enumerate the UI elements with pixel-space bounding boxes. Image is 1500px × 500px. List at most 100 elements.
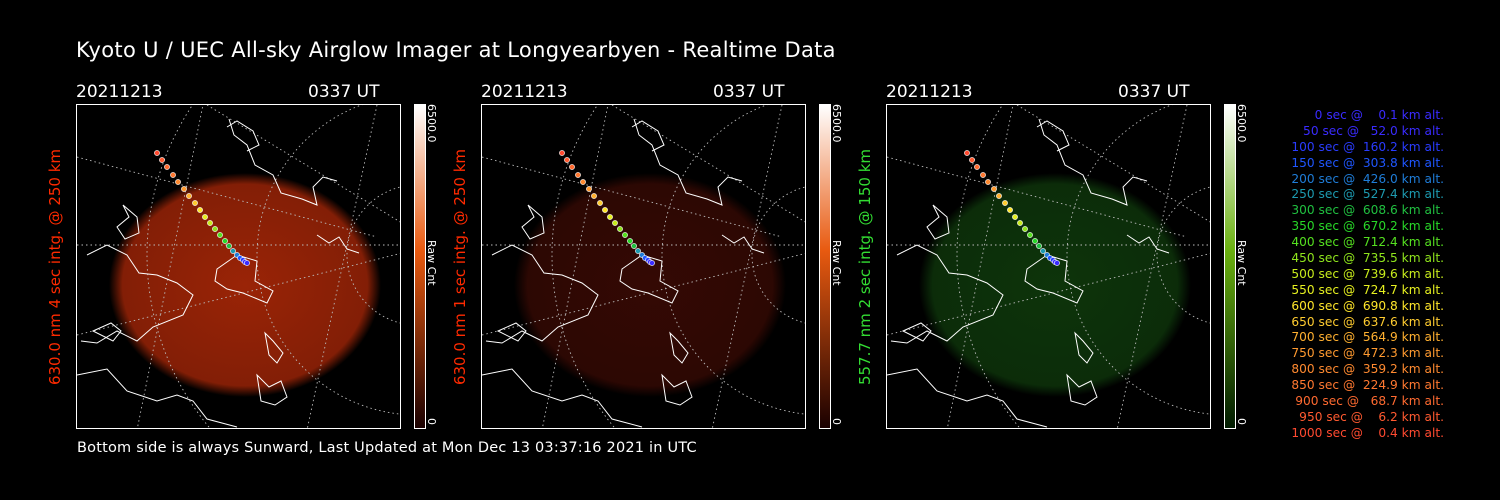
- coastline: [669, 331, 689, 364]
- graticule-line: [206, 105, 400, 223]
- trajectory-point: [964, 150, 970, 156]
- trajectory-point: [197, 207, 203, 213]
- trajectory-point: [175, 179, 181, 185]
- trajectory-point: [1036, 243, 1042, 249]
- legend-row: 850 sec @ 224.9 km alt.: [1287, 378, 1444, 393]
- legend-row: 300 sec @ 608.6 km alt.: [1287, 203, 1444, 218]
- coastline: [1036, 120, 1070, 152]
- panel-3-allsky-image: [886, 104, 1211, 429]
- panel-3-colorbar-min: 0: [1235, 418, 1248, 425]
- coastline: [1038, 118, 1148, 206]
- coastline: [214, 254, 274, 304]
- coastline: [228, 118, 338, 206]
- coastline: [1024, 254, 1084, 304]
- coastline: [631, 120, 665, 152]
- trajectory-point: [974, 164, 980, 170]
- trajectory-point: [207, 220, 213, 226]
- coastline: [264, 331, 284, 364]
- panel-3-colorbar-unit: Raw Cnt: [1235, 240, 1248, 286]
- legend-row: 350 sec @ 670.2 km alt.: [1287, 219, 1444, 234]
- legend-row: 800 sec @ 359.2 km alt.: [1287, 362, 1444, 377]
- trajectory-point: [1017, 220, 1023, 226]
- trajectory-point: [230, 248, 236, 254]
- trajectory-point: [192, 200, 198, 206]
- trajectory-point: [575, 172, 581, 178]
- panel-1-colorbar-min: 0: [425, 418, 438, 425]
- graticule-line: [611, 105, 805, 223]
- panel-3-date: 20211213: [886, 82, 973, 102]
- trajectory-point: [202, 214, 208, 220]
- panel-2-time: 0337 UT: [713, 82, 785, 102]
- legend-row: 50 sec @ 52.0 km alt.: [1295, 123, 1444, 138]
- trajectory-point: [649, 260, 655, 266]
- panel-1-ylabel: 630.0 nm 4 sec intg. @ 250 km: [46, 148, 64, 386]
- trajectory-point: [602, 207, 608, 213]
- graticule-line: [77, 253, 400, 336]
- trajectory-point: [244, 260, 250, 266]
- trajectory-point: [586, 186, 592, 192]
- trajectory-point: [559, 150, 565, 156]
- trajectory-point: [1012, 214, 1018, 220]
- trajectory-point: [580, 179, 586, 185]
- allsky-map-svg: [887, 105, 1210, 428]
- legend-row: 650 sec @ 637.6 km alt.: [1287, 314, 1444, 329]
- panel-2-ylabel: 630.0 nm 1 sec intg. @ 250 km: [451, 148, 469, 386]
- trajectory-point: [1027, 232, 1033, 238]
- coastline: [887, 368, 1048, 428]
- coastline: [721, 234, 765, 254]
- panel-2-date: 20211213: [481, 82, 568, 102]
- trajectory-legend: 0 sec @ 0.1 km alt. 50 sec @ 52.0 km alt…: [1252, 108, 1444, 442]
- trajectory-point: [164, 164, 170, 170]
- coastline: [619, 254, 679, 304]
- graticule-line: [1016, 105, 1210, 223]
- panel-1-colorbar-unit: Raw Cnt: [425, 240, 438, 286]
- coastline: [926, 204, 950, 240]
- trajectory-point: [985, 179, 991, 185]
- coastline: [485, 244, 599, 344]
- trajectory-point: [969, 157, 975, 163]
- trajectory-point: [627, 238, 633, 244]
- panel-3-colorbar-max: 6500.0: [1235, 104, 1248, 143]
- legend-row: 150 sec @ 303.8 km alt.: [1287, 155, 1444, 170]
- legend-row: 250 sec @ 527.4 km alt.: [1287, 187, 1444, 202]
- legend-row: 700 sec @ 564.9 km alt.: [1287, 330, 1444, 345]
- coastline: [1066, 373, 1098, 406]
- allsky-map-svg: [482, 105, 805, 428]
- panel-3-colorbar: [1224, 104, 1236, 429]
- coastline: [496, 322, 527, 342]
- legend-row: 600 sec @ 690.8 km alt.: [1287, 298, 1444, 313]
- panel-1-date: 20211213: [76, 82, 163, 102]
- legend-row: 100 sec @ 160.2 km alt.: [1287, 139, 1444, 154]
- coastline: [316, 234, 360, 254]
- trajectory-point: [170, 172, 176, 178]
- coastline: [80, 244, 194, 344]
- trajectory-point: [1032, 238, 1038, 244]
- trajectory-point: [612, 220, 618, 226]
- legend-row: 950 sec @ 6.2 km alt.: [1295, 409, 1444, 424]
- graticule-line: [136, 105, 204, 428]
- trajectory-point: [159, 157, 165, 163]
- trajectory-point: [622, 232, 628, 238]
- coastline: [482, 368, 643, 428]
- airglow-field: [919, 173, 1191, 397]
- graticule-line: [541, 105, 609, 428]
- trajectory-point: [154, 150, 160, 156]
- trajectory-point: [217, 232, 223, 238]
- panel-1-colorbar-max: 6500.0: [425, 104, 438, 143]
- trajectory-point: [569, 164, 575, 170]
- panel-2-colorbar: [819, 104, 831, 429]
- panel-2-colorbar-unit: Raw Cnt: [830, 240, 843, 286]
- legend-row: 750 sec @ 472.3 km alt.: [1287, 346, 1444, 361]
- graticule-line: [1116, 105, 1188, 428]
- trajectory-point: [991, 186, 997, 192]
- coastline: [1074, 331, 1094, 364]
- trajectory-point: [980, 172, 986, 178]
- coastline: [77, 368, 238, 428]
- trajectory-point: [607, 214, 613, 220]
- graticule-line: [946, 105, 1014, 428]
- airglow-field: [109, 173, 381, 397]
- trajectory-point: [564, 157, 570, 163]
- panel-2-allsky-image: [481, 104, 806, 429]
- graticule-line: [306, 105, 378, 428]
- coastline: [91, 322, 122, 342]
